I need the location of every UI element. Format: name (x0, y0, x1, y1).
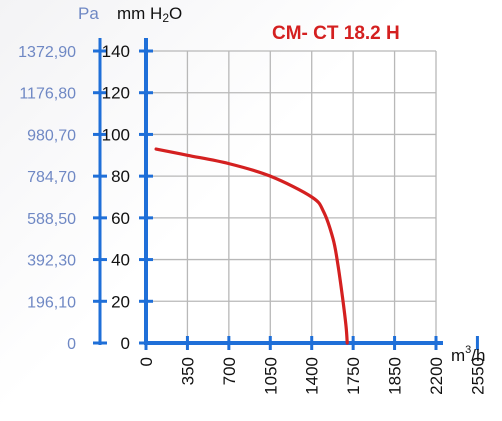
pa-tick-label: 196,10 (27, 294, 76, 311)
x-tick-label: 1850 (386, 357, 405, 395)
pa-tick-label: 1176,80 (19, 86, 76, 103)
mm-tick-label: 120 (102, 84, 130, 103)
x-tick-label: 2200 (427, 357, 446, 395)
mm-tick-label: 60 (111, 209, 130, 228)
mm-ticks: 0 20 40 60 80 100 120 140 (102, 42, 153, 353)
pa-tick-label: 1372,90 (18, 44, 76, 61)
pa-tick-label: 980,70 (27, 127, 76, 144)
grid (146, 50, 437, 343)
mm-tick-label: 0 (121, 334, 130, 353)
pa-tick-label: 0 (67, 336, 76, 353)
mm-unit-label: mm H2O (117, 4, 182, 25)
mm-tick-label: 40 (111, 251, 130, 270)
x-tick-label: 1050 (261, 357, 280, 395)
pa-tick-label: 784,70 (27, 169, 76, 186)
x-unit-label: m3/h (451, 344, 485, 365)
x-tick-label: 700 (220, 357, 239, 385)
x-tick-label: 1750 (344, 357, 363, 395)
pa-tick-label: 392,30 (27, 253, 76, 270)
x-tick-label: 0 (137, 357, 156, 366)
performance-curve (154, 147, 349, 345)
axes (98, 38, 443, 345)
x-tick-label: 2550 (468, 357, 487, 395)
x-tick-label: 350 (178, 357, 197, 385)
mm-tick-label: 140 (102, 42, 130, 61)
mm-tick-label: 100 (102, 125, 130, 144)
pa-tick-label: 588,50 (27, 211, 76, 228)
pa-unit-label: Pa (78, 4, 99, 23)
mm-tick-label: 20 (111, 292, 130, 311)
x-tick-label: 1400 (303, 357, 322, 395)
chart-title: CM- CT 18.2 H (272, 23, 400, 44)
pa-ticks: 0 196,10 392,30 588,50 784,70 980,70 1176,80 13… (18, 44, 107, 353)
mm-tick-label: 80 (111, 167, 130, 186)
x-ticks: 0 350 700 1050 1400 1750 1850 2200 2550 (137, 336, 487, 395)
